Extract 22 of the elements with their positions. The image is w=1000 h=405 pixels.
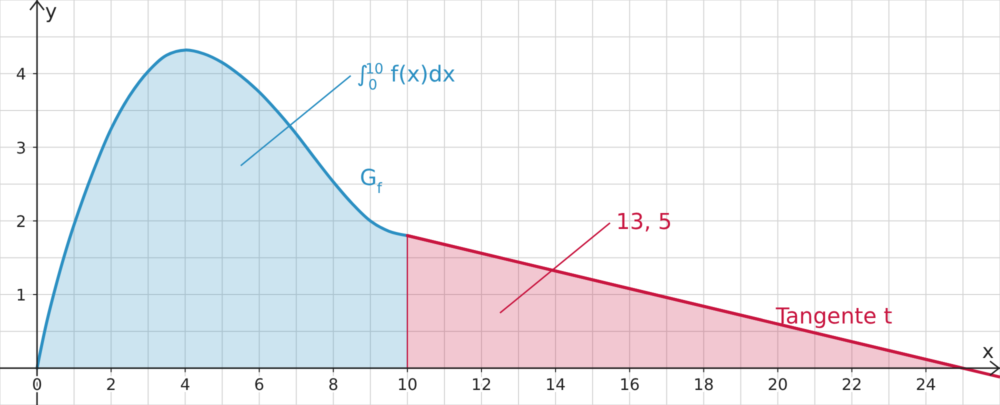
x-tick-label: 14 — [545, 375, 566, 394]
x-tick-label: 20 — [768, 375, 788, 394]
x-tick-label: 16 — [619, 375, 640, 394]
y-tick-label: 3 — [16, 138, 26, 158]
x-tick-label: 6 — [254, 375, 264, 394]
annotation: ∫$_{0}$$^{10}$ f(x)dx — [356, 62, 456, 94]
y-axis-title: y — [45, 0, 58, 23]
x-axis-title: x — [982, 339, 994, 364]
x-tick-label: 22 — [842, 375, 862, 394]
series-label: Tangente t — [774, 304, 893, 330]
y-tick-label: 2 — [16, 212, 26, 231]
x-tick-label: 10 — [397, 375, 418, 394]
x-tick-label: 2 — [106, 375, 116, 394]
x-tick-label: 12 — [471, 375, 492, 394]
series-label: G$_{f}$ — [360, 166, 383, 198]
annotation: 13, 5 — [616, 210, 672, 235]
x-tick-label: 18 — [694, 375, 714, 394]
y-tick-label: 4 — [16, 64, 26, 84]
x-tick-label: 4 — [180, 375, 190, 394]
x-tick-label: 24 — [916, 375, 936, 394]
y-tick-label: 1 — [16, 286, 26, 305]
x-tick-label: 8 — [328, 375, 338, 394]
